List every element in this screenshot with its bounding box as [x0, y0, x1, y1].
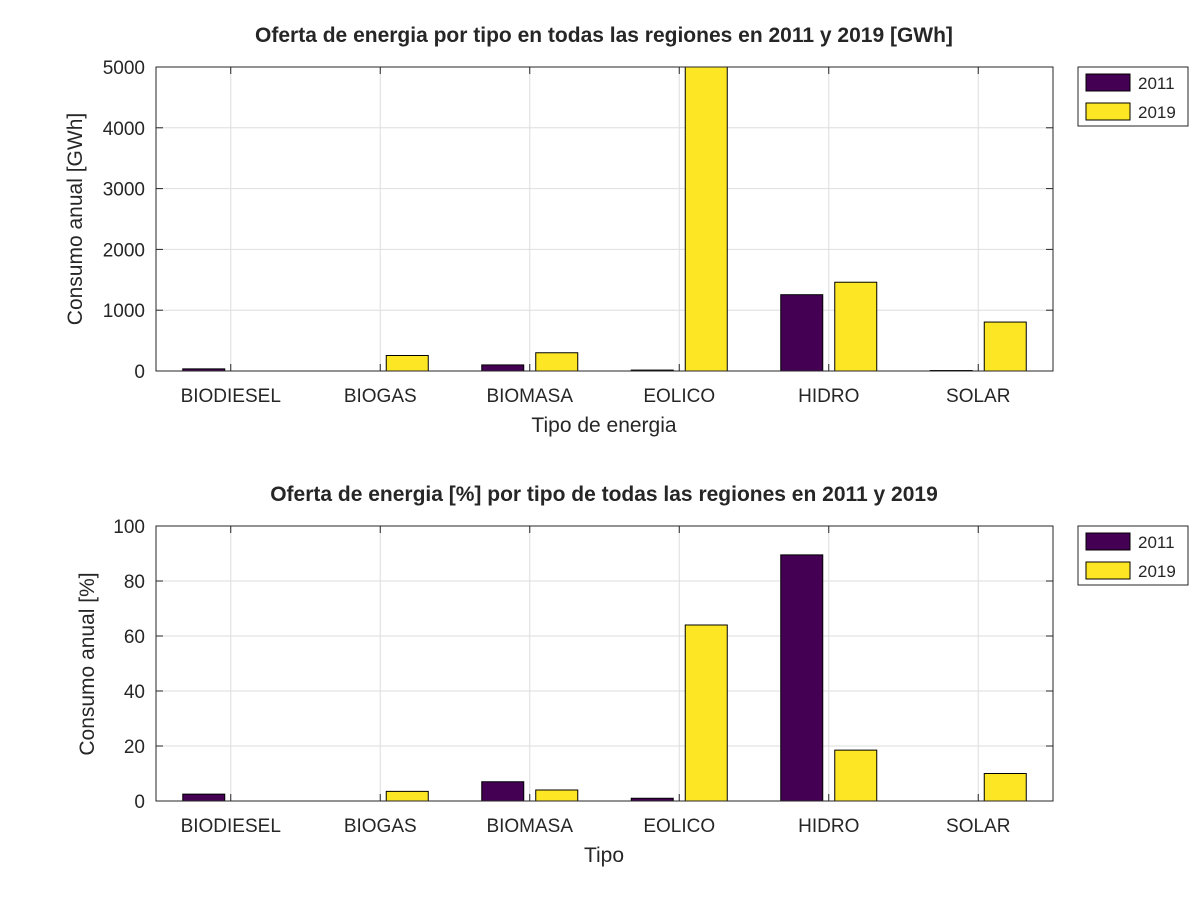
y-tick-label: 4000 [103, 119, 145, 140]
plot-background [156, 526, 1053, 801]
bar-2019-hidro [834, 281, 878, 372]
plot-area: 0 1000 2000 3000 4000 5000 BIODIESEL BIOGAS BIOM… [103, 58, 1054, 407]
x-tick-label: SOLAR [946, 816, 1010, 837]
bar-2019-solar [983, 773, 1027, 802]
bar-2019-eolico [684, 66, 728, 372]
x-axis-label: Tipo [584, 844, 624, 867]
x-axis-label: Tipo de energia [531, 414, 676, 437]
legend: 2011 2019 [1077, 525, 1189, 586]
x-tick-label: BIOGAS [344, 816, 417, 837]
x-tick-label: HIDRO [798, 386, 859, 407]
bar-2019-biogas [385, 354, 429, 372]
y-tick-label: 40 [124, 682, 145, 703]
x-tick-label: BIOMASA [486, 386, 573, 407]
x-tick-label: EOLICO [643, 816, 715, 837]
legend-label: 2019 [1138, 562, 1176, 581]
bar-2019-biogas [385, 790, 429, 802]
bar-2011-biomasa [481, 781, 525, 802]
axes-box [155, 66, 1054, 372]
x-tick-label: BIODIESEL [181, 816, 281, 837]
x-tick-label: HIDRO [798, 816, 859, 837]
x-tick-label: SOLAR [946, 386, 1010, 407]
bar-2011-biomasa [481, 364, 525, 372]
y-axis-label: Consumo anual [%] [76, 572, 99, 755]
axes-box [155, 525, 1054, 802]
bar-2011-biodiesel [182, 793, 226, 802]
y-tick-label: 5000 [103, 58, 145, 79]
legend-label: 2019 [1138, 103, 1176, 122]
bar-2019-hidro [834, 749, 878, 802]
y-tick-label: 80 [124, 572, 145, 593]
plot-background [156, 67, 1053, 371]
bar-2011-hidro [780, 294, 824, 372]
y-tick-label: 0 [134, 362, 145, 383]
y-tick-label: 20 [124, 737, 145, 758]
y-tick-label: 1000 [103, 301, 145, 322]
y-tick-label: 3000 [103, 180, 145, 201]
y-axis-label: Consumo anual [GWh] [64, 113, 87, 325]
plot-area: 0 20 40 60 80 100 BIODIESEL BIOGAS BIOMASA EOLICO… [113, 517, 1054, 837]
x-tick-label: BIOGAS [344, 386, 417, 407]
chart-energy-percent: Oferta de energia [%] por tipo de todas … [76, 483, 1189, 867]
x-tick-label: BIOMASA [486, 816, 573, 837]
y-tick-label: 0 [134, 792, 145, 813]
y-tick-label: 100 [113, 517, 145, 538]
legend-swatch [1085, 532, 1131, 551]
x-tick-label: EOLICO [643, 386, 715, 407]
legend-label: 2011 [1138, 533, 1175, 552]
chart-title: Oferta de energia por tipo en todas las … [255, 24, 953, 47]
legend-swatch [1085, 102, 1131, 121]
bar-2019-biomasa [535, 352, 579, 372]
y-tick-label: 60 [124, 627, 145, 648]
bar-2019-solar [983, 321, 1027, 372]
legend-swatch [1085, 561, 1131, 580]
bar-2019-biomasa [535, 789, 579, 802]
legend-swatch [1085, 73, 1131, 92]
bar-2019-eolico [684, 624, 728, 802]
legend: 2011 2019 [1077, 66, 1189, 127]
x-tick-label: BIODIESEL [181, 386, 281, 407]
chart-title: Oferta de energia [%] por tipo de todas … [270, 483, 938, 506]
bar-2011-hidro [780, 554, 824, 802]
chart-energy-gwh: Oferta de energia por tipo en todas las … [64, 24, 1189, 437]
y-tick-label: 2000 [103, 240, 145, 261]
legend-label: 2011 [1138, 74, 1175, 93]
